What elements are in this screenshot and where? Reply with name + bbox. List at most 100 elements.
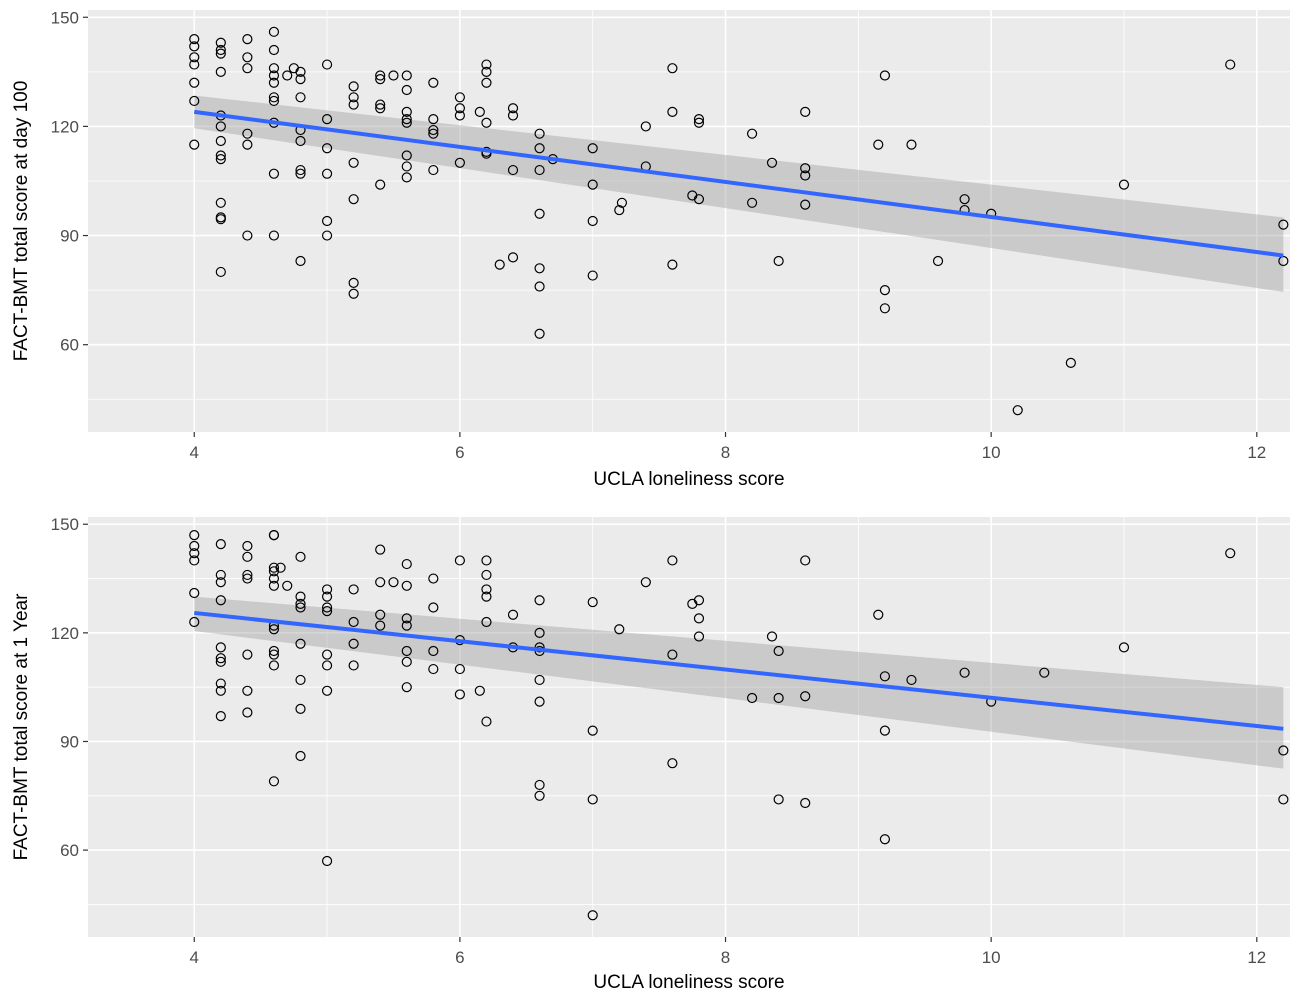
data-point xyxy=(189,34,200,45)
data-point xyxy=(189,540,200,552)
data-point xyxy=(268,92,280,103)
data-point xyxy=(428,124,439,136)
data-point xyxy=(348,157,359,168)
data-point xyxy=(879,725,891,736)
regression-line xyxy=(193,109,1284,258)
data-point xyxy=(295,703,306,714)
data-point xyxy=(1225,548,1236,559)
data-point xyxy=(693,117,705,128)
data-point xyxy=(401,580,412,591)
data-point xyxy=(534,328,545,339)
data-point xyxy=(268,230,280,241)
x-tick-label: 4 xyxy=(190,443,199,462)
data-point xyxy=(800,797,811,809)
data-point xyxy=(215,577,226,588)
data-point xyxy=(428,602,439,613)
data-point xyxy=(295,255,306,267)
data-point xyxy=(587,596,598,608)
data-point xyxy=(189,548,200,559)
data-point xyxy=(401,114,412,125)
data-point xyxy=(268,645,280,657)
data-point xyxy=(800,199,811,210)
data-point xyxy=(295,164,306,176)
data-point xyxy=(401,172,412,183)
data-point xyxy=(1065,357,1076,368)
data-point xyxy=(401,613,412,624)
data-point xyxy=(746,197,758,208)
y-tick-label: 90 xyxy=(60,227,79,246)
data-point xyxy=(879,303,891,314)
data-point xyxy=(268,573,280,584)
data-point xyxy=(879,671,891,682)
data-point xyxy=(215,539,226,550)
data-point xyxy=(295,602,306,613)
data-point xyxy=(587,215,598,227)
data-point xyxy=(189,530,200,541)
data-point xyxy=(474,685,485,696)
data-point xyxy=(474,106,485,117)
data-point xyxy=(215,656,226,667)
data-point xyxy=(215,135,226,147)
data-point xyxy=(242,569,253,581)
data-point xyxy=(295,551,306,562)
data-point xyxy=(773,645,784,657)
x-axis-title: UCLA loneliness score xyxy=(593,972,784,992)
y-axis-title: FACT-BMT total score at day 100 xyxy=(11,81,32,362)
data-point xyxy=(873,609,884,620)
data-point xyxy=(215,48,226,59)
data-point xyxy=(268,624,280,635)
data-point xyxy=(348,81,359,92)
data-point xyxy=(640,577,651,588)
data-point xyxy=(800,555,811,566)
data-point xyxy=(375,179,386,190)
data-point xyxy=(534,164,545,176)
x-tick-label: 6 xyxy=(455,443,464,462)
data-point xyxy=(454,92,465,103)
data-point xyxy=(1278,219,1289,230)
data-point xyxy=(1039,667,1050,678)
data-point xyxy=(746,692,758,704)
data-point xyxy=(1278,255,1289,267)
y-tick-label: 150 xyxy=(51,515,79,534)
data-point xyxy=(1012,405,1023,416)
y-tick-label: 60 xyxy=(60,841,79,860)
data-point xyxy=(401,84,412,96)
data-point xyxy=(693,194,705,205)
data-point xyxy=(321,685,333,696)
data-point xyxy=(800,691,811,702)
chart-panel-2: 4 6 8 10 12 60 90 120 150 UCLA loneliness score FA… xyxy=(11,515,1290,992)
data-point xyxy=(375,74,386,85)
data-point xyxy=(189,77,200,88)
data-point xyxy=(321,660,333,671)
data-point xyxy=(614,624,625,635)
data-point xyxy=(507,110,519,121)
data-point xyxy=(534,128,545,139)
data-point xyxy=(215,154,226,165)
data-point xyxy=(454,157,465,168)
x-axis-title: UCLA loneliness score xyxy=(593,469,784,490)
data-point xyxy=(693,114,705,125)
y-tick-label: 120 xyxy=(51,624,79,643)
x-tick-label: 10 xyxy=(982,948,1001,967)
data-point xyxy=(587,143,598,154)
data-point xyxy=(454,689,465,700)
data-point xyxy=(295,135,306,147)
data-point xyxy=(189,59,200,70)
data-point xyxy=(401,161,412,172)
y-tick-label: 150 xyxy=(51,8,79,27)
data-point xyxy=(800,170,811,181)
data-point xyxy=(587,725,598,736)
data-point xyxy=(534,143,545,154)
chart-panel-1: 4 6 8 10 12 60 90 120 150 UCLA loneliness score FA… xyxy=(11,8,1290,490)
data-point xyxy=(215,66,226,77)
x-tick-label: 6 xyxy=(455,948,464,967)
plot-background xyxy=(88,517,1290,937)
data-point xyxy=(1118,642,1130,653)
data-point xyxy=(667,649,678,660)
data-point xyxy=(481,616,492,628)
data-point xyxy=(401,682,412,693)
data-point xyxy=(268,776,280,787)
data-point xyxy=(873,139,884,150)
data-point xyxy=(295,591,306,602)
